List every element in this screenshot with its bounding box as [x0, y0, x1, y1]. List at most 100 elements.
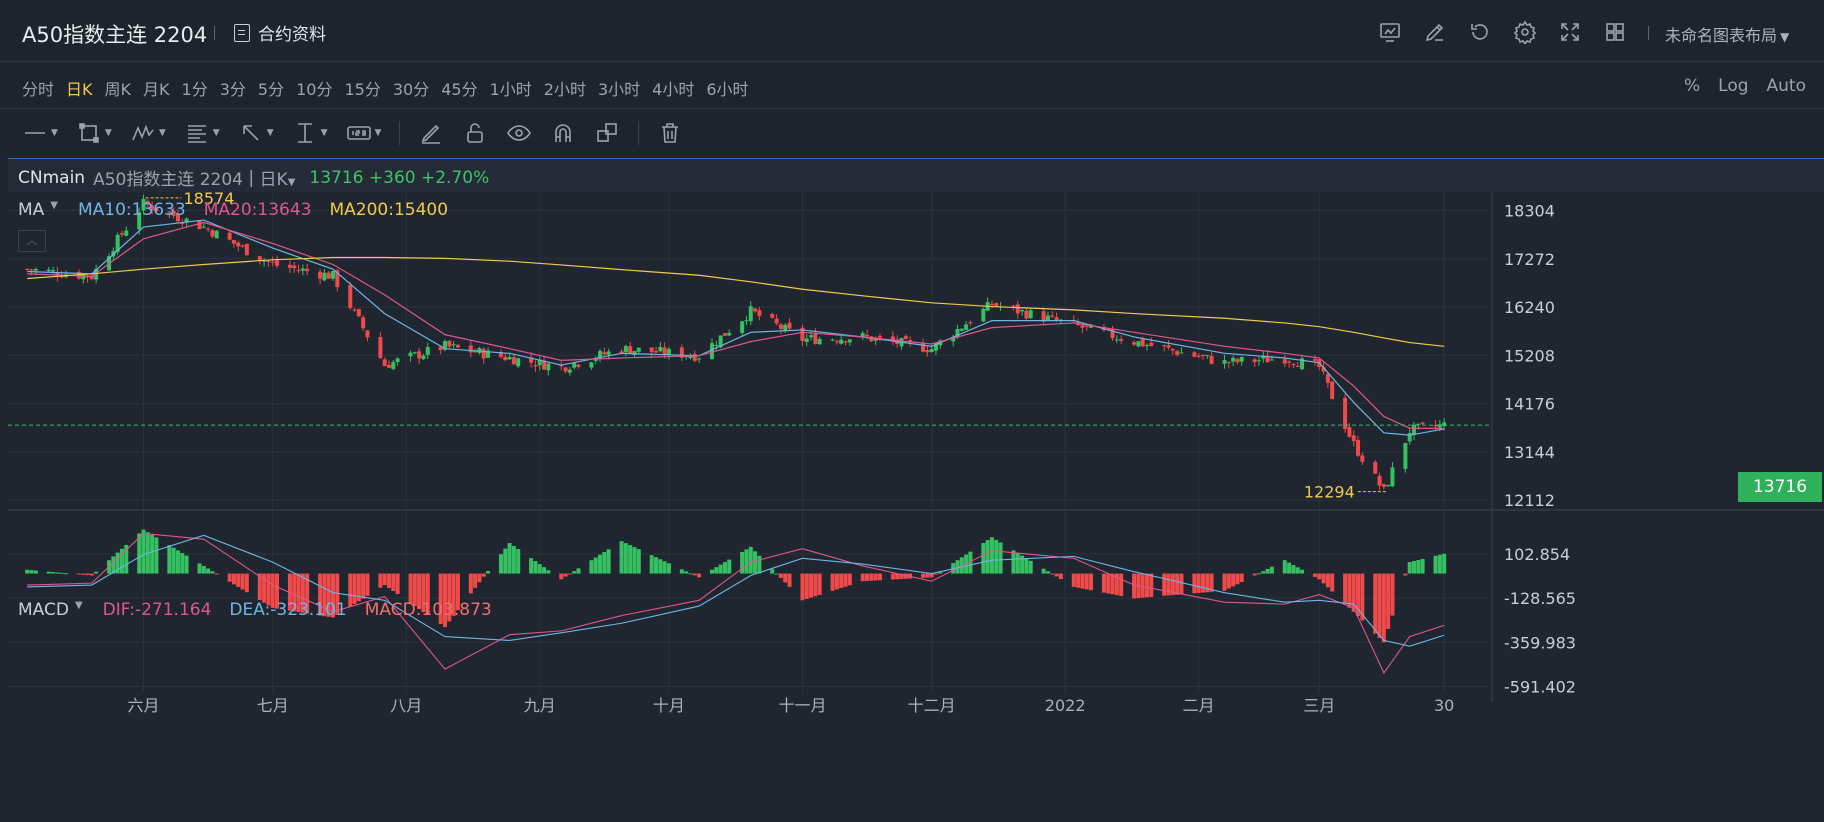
candle-body [240, 245, 245, 247]
macd-bar [606, 549, 611, 574]
timeframe-1[interactable]: 日K [66, 80, 93, 99]
symbol-bar [8, 158, 1824, 192]
edit-icon[interactable] [1423, 20, 1447, 44]
candle-body [206, 228, 211, 230]
candle-body [236, 242, 241, 247]
macd-bar [81, 573, 86, 575]
fullscreen-icon[interactable] [1558, 20, 1582, 44]
macd-bar [843, 573, 848, 587]
macd-bar [447, 573, 452, 622]
timeframe-14[interactable]: 4小时 [652, 80, 695, 99]
candle-body [727, 332, 732, 336]
arrow-tool-icon[interactable]: ▼ [238, 120, 274, 146]
gear-icon[interactable] [1513, 20, 1537, 46]
ma200-value: MA200:15400 [329, 200, 449, 220]
candle-body [748, 306, 753, 322]
macd-bar [1041, 568, 1046, 574]
macd-bar [331, 573, 336, 618]
candle-body [860, 333, 865, 338]
timeframe-12[interactable]: 2小时 [543, 80, 586, 99]
macd-bar [486, 571, 491, 574]
timeframe-4[interactable]: 1分 [181, 80, 208, 99]
candle-body [1300, 358, 1305, 370]
candle-body [753, 308, 758, 312]
macd-bar [572, 571, 577, 574]
macd-tick-label: -591.402 [1504, 678, 1576, 697]
candle-body [421, 355, 426, 360]
contract-info-button[interactable]: 合约资料 [234, 20, 326, 45]
timeframe-15[interactable]: 6小时 [706, 80, 749, 99]
macd-bar [649, 555, 654, 574]
macd-tick-label: -128.565 [1504, 589, 1576, 608]
macd-bar [361, 573, 366, 599]
x-tick-label: 七月 [257, 696, 289, 715]
grid-layout-icon[interactable] [1603, 20, 1627, 44]
low-annotation: 12294 [1304, 483, 1355, 502]
candle-body [1403, 442, 1408, 469]
timeframe-2[interactable]: 周K [104, 80, 132, 99]
auto-scale-button[interactable]: Auto [1766, 76, 1806, 96]
macd-bar [718, 564, 723, 574]
macd-bar [365, 573, 370, 596]
ma-label[interactable]: MA [18, 200, 45, 220]
period-selector[interactable]: 日K▼ [260, 165, 296, 190]
timeframe-7[interactable]: 10分 [296, 80, 333, 99]
layout-selector[interactable]: 未命名图表布局 ▼ [1665, 22, 1789, 46]
ma-line-ma20 [27, 221, 1445, 430]
caret-down-icon[interactable]: ▼ [74, 600, 83, 611]
macd-bar [300, 573, 305, 613]
candle-body [1140, 339, 1145, 347]
log-scale-button[interactable]: Log [1718, 76, 1749, 96]
candle-body [59, 276, 64, 278]
candle-body [1179, 352, 1184, 354]
macd-bar [1179, 573, 1184, 595]
pattern-tool-icon[interactable]: ▼ [130, 120, 166, 146]
candle-body [1162, 345, 1167, 347]
rectangle-tool-icon[interactable]: ▼ [76, 120, 112, 146]
clone-icon[interactable] [594, 120, 620, 146]
timeframe-11[interactable]: 1小时 [489, 80, 532, 99]
price-chart[interactable]: 18574 12294 18304 17272 16240 15208 14176 13144… [8, 192, 1824, 822]
measure-tool-icon[interactable]: ▼ [292, 120, 328, 146]
candle-body [442, 341, 447, 350]
macd-bar [1420, 558, 1425, 574]
macd-bar [210, 571, 215, 574]
eye-icon[interactable] [506, 120, 532, 146]
timeframe-0[interactable]: 分时 [22, 80, 55, 99]
timeframe-6[interactable]: 5分 [257, 80, 285, 99]
macd-bar [1058, 573, 1063, 580]
timeframe-9[interactable]: 30分 [392, 80, 430, 99]
macd-bar [783, 573, 788, 583]
document-icon [234, 23, 250, 42]
macd-bar [563, 573, 568, 577]
candle-body [710, 343, 715, 360]
candle-body [412, 352, 417, 354]
price-tick-label: 17272 [1504, 250, 1555, 269]
caret-down-icon[interactable]: ▼ [50, 200, 58, 211]
macd-bar [382, 573, 387, 586]
line-tool-icon[interactable]: ▼ [25, 128, 58, 138]
percent-scale-button[interactable]: % [1683, 76, 1701, 96]
timeframe-10[interactable]: 45分 [441, 80, 478, 99]
candle-body [210, 230, 215, 237]
trash-icon[interactable] [657, 120, 683, 146]
timeframe-13[interactable]: 3小时 [597, 80, 641, 99]
magnet-icon[interactable] [550, 120, 576, 146]
chart-settings-icon[interactable] [1378, 20, 1402, 44]
candle-body [1265, 355, 1270, 363]
macd-bar [408, 573, 413, 604]
collapse-legend-icon[interactable]: ︿ [18, 230, 46, 252]
macd-bar [137, 533, 142, 574]
timeframe-5[interactable]: 3分 [219, 80, 246, 99]
pencil-icon[interactable] [418, 120, 444, 146]
lock-icon[interactable] [462, 120, 488, 146]
macd-bar [654, 557, 659, 574]
timeframe-3[interactable]: 月K [143, 80, 170, 99]
candle-body [417, 351, 422, 359]
macd-bar [1373, 573, 1378, 634]
macd-label[interactable]: MACD [18, 600, 69, 620]
undo-icon[interactable] [1468, 20, 1492, 44]
fib-tool-icon[interactable]: ▼ [184, 120, 220, 146]
timeframe-8[interactable]: 15分 [344, 80, 381, 99]
number-tool-icon[interactable]: ▼ [346, 120, 381, 146]
